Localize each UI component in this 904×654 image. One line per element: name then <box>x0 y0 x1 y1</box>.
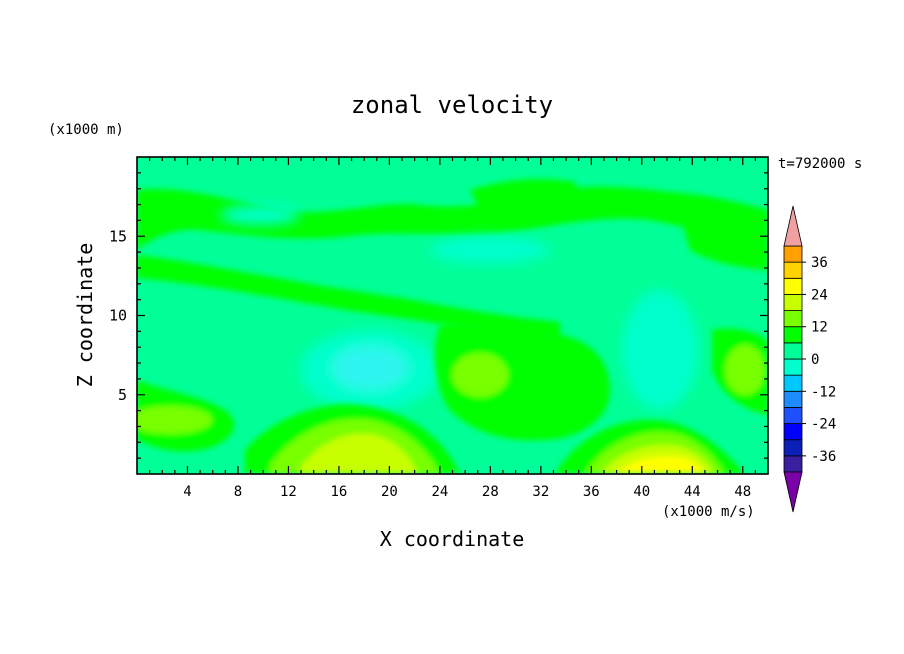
field-positive-lower-left-core <box>300 433 418 474</box>
field-negative-pocket-upper-left <box>220 205 300 225</box>
field-negative-core-left <box>332 346 408 390</box>
field-positive-block-center <box>434 323 610 441</box>
colorbar-bin <box>783 390 803 408</box>
field-band-positive-right <box>680 213 768 270</box>
chart-title: zonal velocity <box>351 91 553 119</box>
field-band-positive-top-center <box>470 179 580 213</box>
colorbar-bin <box>783 261 803 279</box>
x-tick-label: 20 <box>381 484 398 500</box>
colorbar-bin <box>783 245 803 263</box>
colorbar-bin <box>783 455 803 473</box>
y-axis-ticks: 5 10 15 <box>109 172 768 459</box>
x-tick-label: 16 <box>330 484 347 500</box>
time-label: t=792000 s <box>778 156 862 172</box>
field-positive-core-center <box>452 353 508 397</box>
colorbar-tick-label: -12 <box>811 384 836 400</box>
x-tick-label: 40 <box>633 484 650 500</box>
colorbar-tick-label: -24 <box>811 417 836 433</box>
colorbar-bin <box>783 439 803 457</box>
x-axis-ticks: 4 8 12 16 20 24 28 32 36 40 44 48 <box>149 157 756 500</box>
colorbar-tick-label: 24 <box>811 287 828 303</box>
x-tick-label: 44 <box>684 484 701 500</box>
field-positive-core-left-lobe <box>137 406 212 434</box>
colorbar-tick-label: 12 <box>811 320 828 336</box>
colorbar-tick-label: 0 <box>811 352 819 368</box>
y-tick-label: 5 <box>118 386 127 404</box>
velocity-field <box>137 157 768 474</box>
colorbar-bin <box>783 423 803 441</box>
field-negative-pocket-center <box>430 236 550 264</box>
field-positive-lower-right-max <box>615 456 705 474</box>
x-axis-label: X coordinate <box>380 527 525 551</box>
colorbar-bin <box>783 407 803 424</box>
colorbar-bin <box>783 326 803 344</box>
x-tick-label: 36 <box>583 484 600 500</box>
colorbar: -36 -24 -12 0 12 24 36 <box>783 205 836 513</box>
colorbar-bin <box>783 277 803 295</box>
colorbar-bin <box>783 294 803 311</box>
x-unit-label: (x1000 m/s) <box>662 504 755 520</box>
colorbar-bin <box>783 342 803 360</box>
colorbar-extend-max <box>783 205 803 247</box>
y-axis-label: Z coordinate <box>73 243 97 388</box>
x-tick-label: 12 <box>280 484 297 500</box>
y-tick-label: 10 <box>109 307 127 325</box>
x-tick-label: 24 <box>431 484 448 500</box>
colorbar-bin <box>783 374 803 392</box>
x-tick-label: 28 <box>482 484 499 500</box>
colorbar-extend-min <box>783 471 803 513</box>
x-tick-label: 48 <box>734 484 751 500</box>
colorbar-bin <box>783 358 803 376</box>
field-band-positive-mid <box>137 255 560 340</box>
field-negative-pocket-right <box>622 290 698 410</box>
x-tick-label: 8 <box>234 484 242 500</box>
y-tick-label: 15 <box>109 227 127 245</box>
colorbar-tick-label: -36 <box>811 449 836 465</box>
x-tick-label: 4 <box>183 484 191 500</box>
y-unit-label: (x1000 m) <box>48 122 124 138</box>
field-positive-core-right <box>725 345 765 395</box>
field-band-positive-upper <box>137 186 768 250</box>
colorbar-tick-label: 36 <box>811 255 828 271</box>
x-tick-label: 32 <box>532 484 549 500</box>
colorbar-bin <box>783 310 803 328</box>
